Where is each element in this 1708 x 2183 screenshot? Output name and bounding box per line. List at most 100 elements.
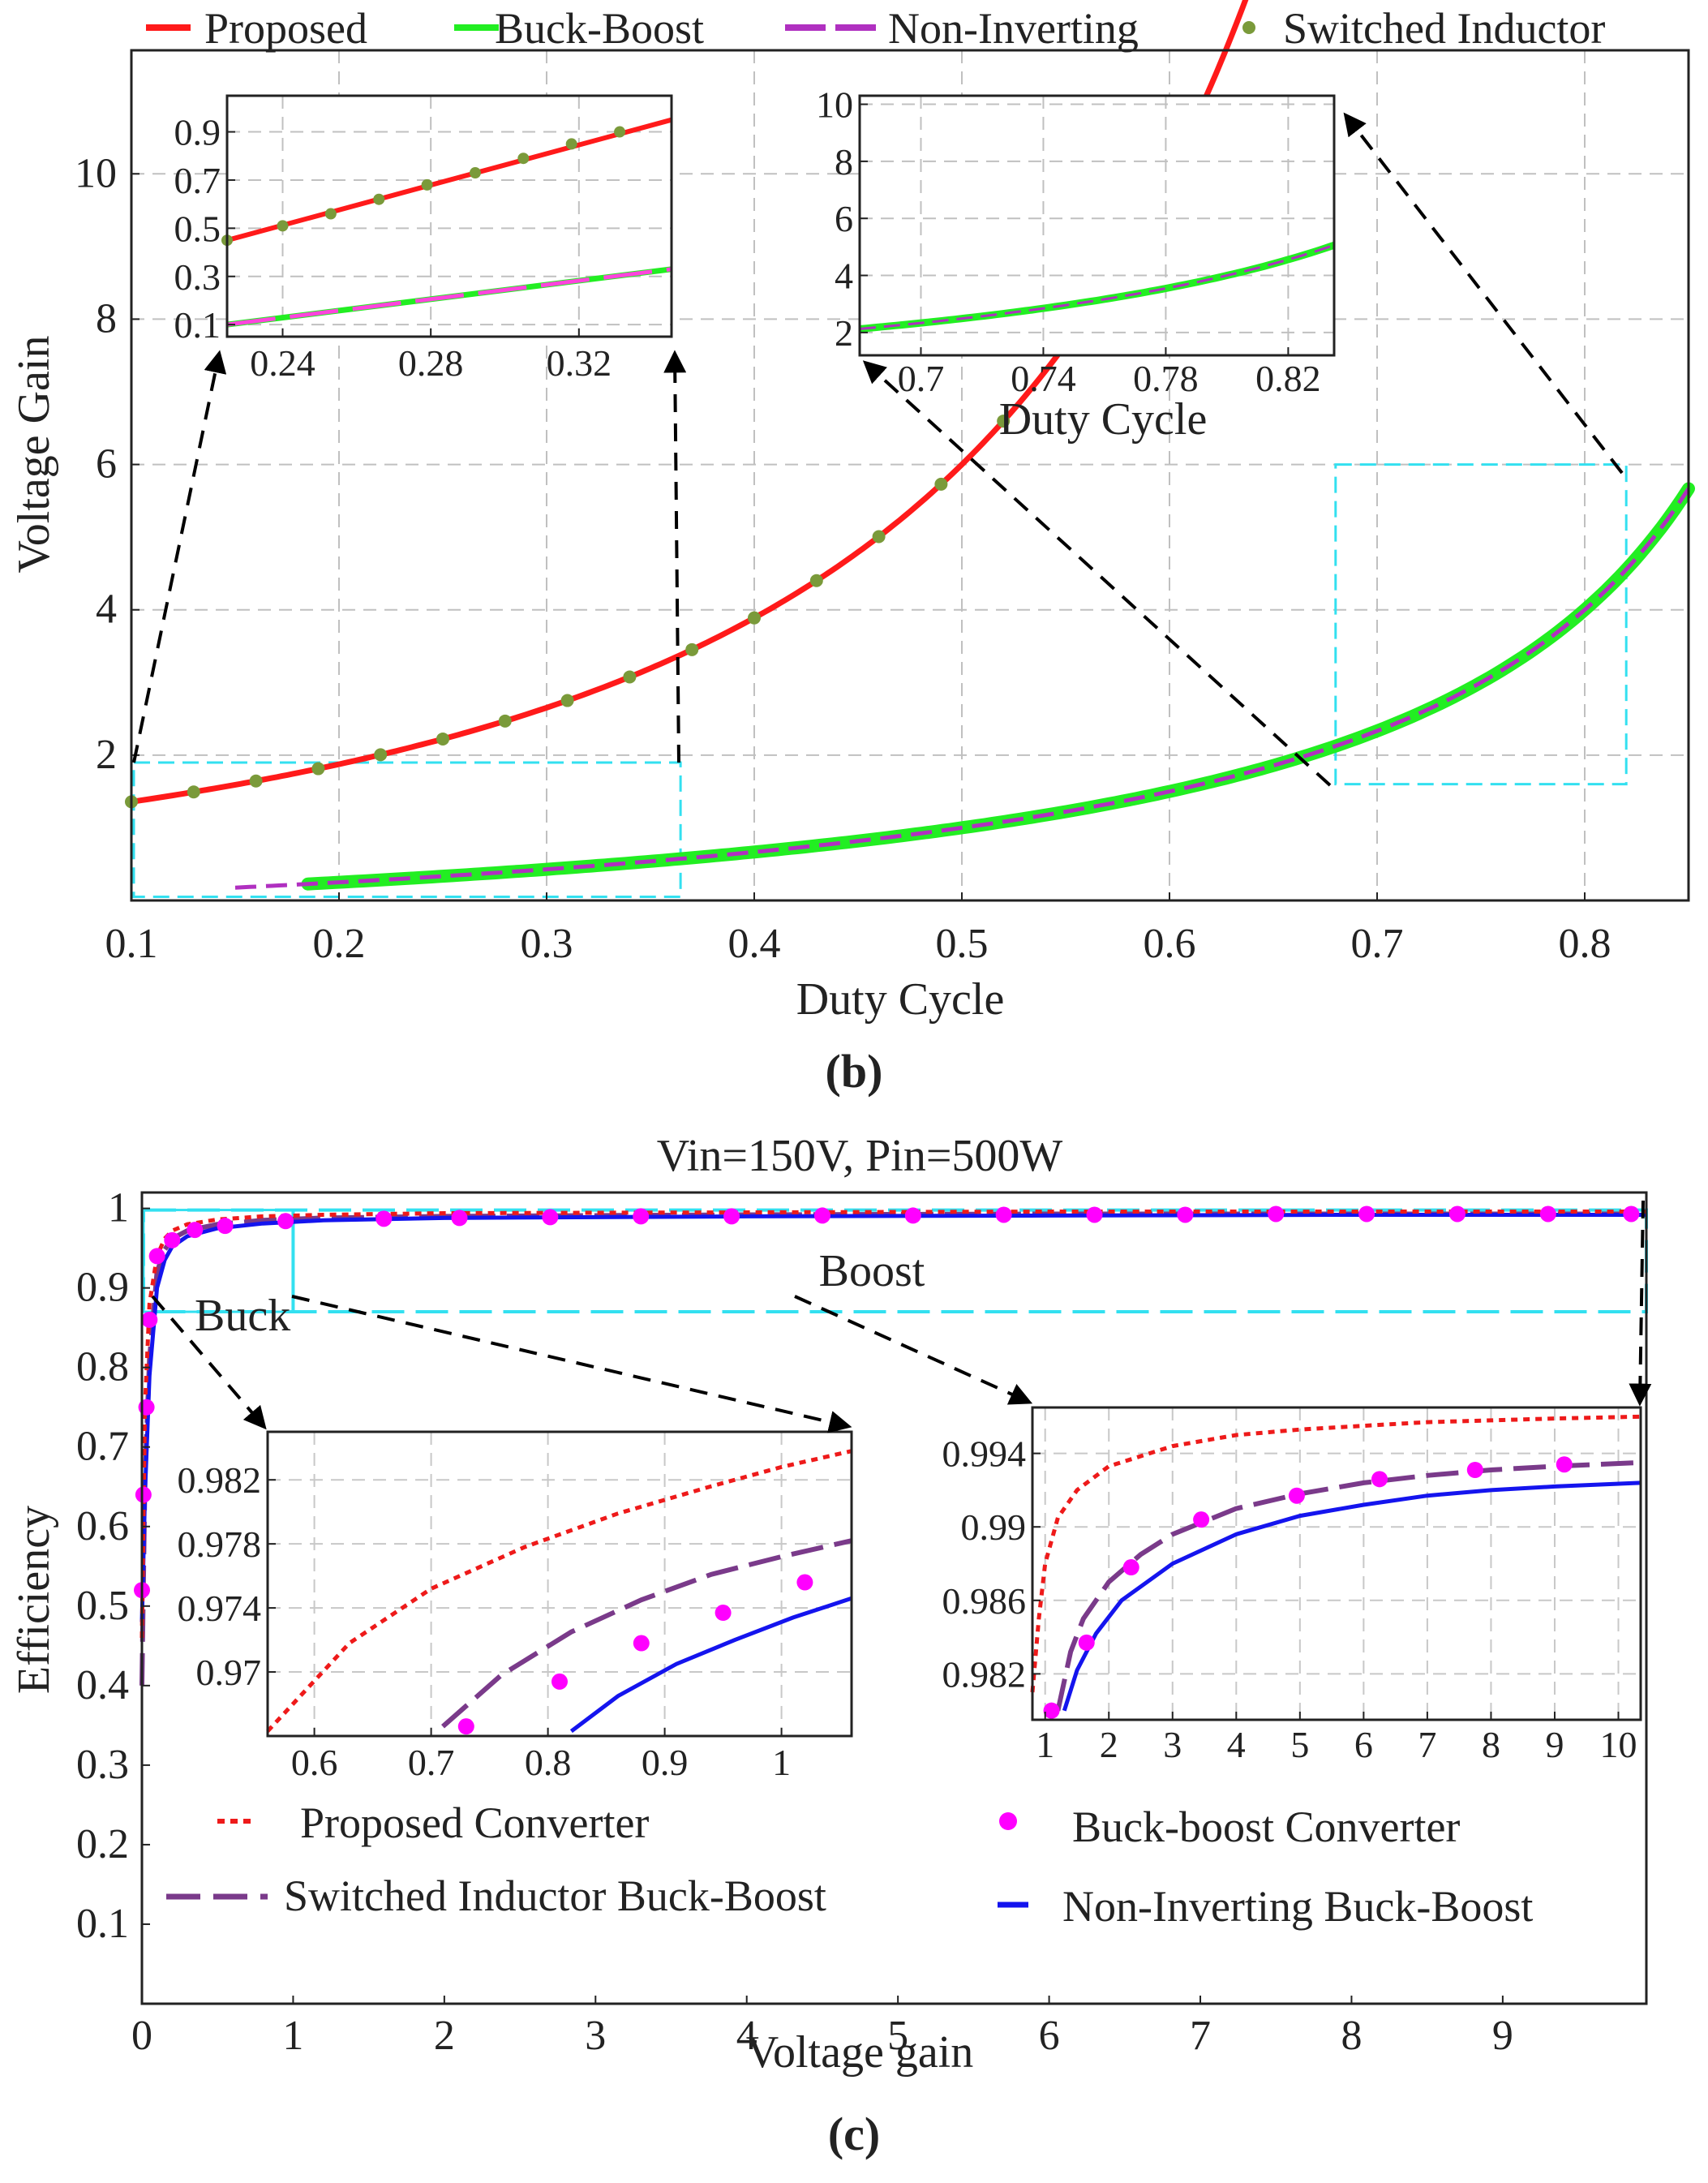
b-inset-left-marker xyxy=(614,126,626,138)
b-inset-left: 0.24 0.28 0.32 0.1 0.3 0.5 0.7 0.9 xyxy=(174,94,673,384)
c-zoom-box-buck xyxy=(142,1209,294,1313)
c-legend: Proposed Converter Buck-boost Converter … xyxy=(166,1798,1533,1931)
c-main-x-tick-label: 1 xyxy=(282,2013,303,2059)
c-marker-buck-boost xyxy=(633,1208,650,1225)
c-marker-buck-boost xyxy=(723,1208,740,1225)
b-main-x-tick-label: 0.2 xyxy=(313,921,366,967)
b-inset-left-y-tick-label: 0.9 xyxy=(174,112,221,153)
c-inset-right-x-tick-label: 10 xyxy=(1600,1724,1637,1765)
b-inset-left-y-tick-label: 0.5 xyxy=(174,208,221,249)
c-marker-buck-boost xyxy=(904,1207,921,1224)
c-main-series xyxy=(134,1205,1646,1686)
b-inset-right-y-tick-label: 4 xyxy=(835,256,853,297)
c-main-x-tick-label: 4 xyxy=(736,2013,757,2059)
c-marker-buck-boost xyxy=(187,1222,204,1239)
c-main-x-tick-label: 5 xyxy=(887,2013,908,2059)
b-marker-switched-inductor xyxy=(934,477,948,491)
b-main-x-tick-label: 0.1 xyxy=(105,921,158,967)
c-marker-buck-boost xyxy=(141,1311,158,1328)
c-main-frame xyxy=(140,1191,1648,2005)
b-inset-left-x-tick-label: 0.28 xyxy=(398,342,464,384)
b-inset-right-y-tick-label: 8 xyxy=(835,141,853,183)
b-series-proposed xyxy=(131,0,1249,805)
b-y-axis-label: Voltage Gain xyxy=(9,336,59,574)
c-inset-right-marker xyxy=(1078,1634,1095,1651)
c-marker-buck-boost xyxy=(1268,1205,1285,1223)
b-inset-right-y-tick-label: 2 xyxy=(835,312,853,354)
c-legend-proposed: Proposed Converter xyxy=(300,1798,649,1847)
c-inset-left-marker xyxy=(551,1673,568,1690)
b-inset-right-x-tick-label: 0.82 xyxy=(1255,358,1321,399)
c-inset-left-marker xyxy=(457,1718,474,1735)
c-marker-buck-boost xyxy=(1539,1205,1556,1223)
c-inset-right-marker xyxy=(1122,1559,1139,1576)
b-inset-left-frame xyxy=(225,94,673,338)
panel-c-label: (c) xyxy=(828,2108,880,2160)
b-arrow-left-2 xyxy=(663,350,687,763)
c-inset-right-y-tick-label: 0.986 xyxy=(942,1580,1027,1622)
b-inset-left-marker xyxy=(324,208,337,220)
c-marker-buck-boost xyxy=(1358,1205,1375,1223)
c-main-x-tick-label: 8 xyxy=(1341,2013,1362,2059)
c-main-x-tick-label: 2 xyxy=(434,2013,455,2059)
c-x-axis-label: Voltage gain xyxy=(746,2027,973,2078)
c-marker-buck-boost xyxy=(148,1248,165,1265)
c-inset-right-x-tick-label: 5 xyxy=(1290,1724,1309,1765)
c-inset-right-bg xyxy=(1032,1407,1641,1720)
b-inset-left-marker xyxy=(421,178,433,191)
b-legend-proposed: Proposed xyxy=(204,4,367,53)
c-arrow-2 xyxy=(291,1295,852,1433)
b-arrow-right-1 xyxy=(862,360,1332,787)
c-marker-buck-boost xyxy=(1177,1206,1194,1223)
c-arrow-4 xyxy=(1629,1200,1652,1407)
c-inset-right-marker xyxy=(1466,1462,1483,1478)
b-main-x-tick-label: 0.8 xyxy=(1559,921,1611,967)
c-marker-buck-boost xyxy=(813,1207,830,1224)
b-marker-switched-inductor xyxy=(997,415,1011,428)
c-legend-buck-boost: Buck-boost Converter xyxy=(1072,1803,1460,1851)
c-inset-left-switched-inductor xyxy=(441,1538,852,1729)
b-main-x-tick-label: 0.4 xyxy=(728,921,781,967)
b-series-non-inverting xyxy=(234,488,1691,890)
b-arrow-right-2 xyxy=(1343,112,1624,475)
b-inset-left-proposed xyxy=(226,117,672,243)
c-inset-left-x-tick-label: 0.9 xyxy=(642,1742,689,1783)
c-inset-right-x-tick-label: 7 xyxy=(1418,1724,1436,1765)
b-marker-switched-inductor xyxy=(187,785,200,799)
b-marker-switched-inductor xyxy=(249,774,263,788)
b-main-x-tick-label: 0.6 xyxy=(1144,921,1196,967)
c-legend-swatch-buck-boost xyxy=(999,1812,1017,1830)
b-legend-non-inverting: Non-Inverting xyxy=(888,4,1139,53)
c-boost-annotation: Boost xyxy=(819,1246,925,1296)
b-inset-right-x-tick-label: 0.7 xyxy=(898,358,945,399)
c-inset-left-y-tick-label: 0.97 xyxy=(196,1652,262,1693)
b-main-zoom-boxes xyxy=(132,463,1628,899)
c-main-x-tick-label: 9 xyxy=(1492,2013,1513,2059)
b-inset-left-non-inverting xyxy=(226,267,672,327)
c-legend-non-inverting: Non-Inverting Buck-Boost xyxy=(1062,1882,1533,1931)
b-inset-right-y-tick-label: 10 xyxy=(816,84,853,126)
c-main-x-tick-label: 6 xyxy=(1039,2013,1060,2059)
b-inset-right-bg xyxy=(860,96,1334,355)
b-marker-switched-inductor xyxy=(872,530,886,544)
c-marker-buck-boost xyxy=(164,1231,181,1248)
c-zoom-arrows xyxy=(151,1200,1652,1433)
b-x-axis-label: Duty Cycle xyxy=(796,974,1005,1025)
c-inset-left-y-tick-label: 0.982 xyxy=(178,1459,262,1501)
b-inset-right-x-label: Duty Cycle xyxy=(999,394,1208,445)
c-inset-left-marker xyxy=(633,1635,650,1652)
c-inset-right-marker xyxy=(1193,1511,1210,1528)
c-main-y-tick-label: 0.7 xyxy=(76,1424,129,1470)
c-inset-right-x-tick-label: 8 xyxy=(1482,1724,1500,1765)
b-zoom-arrows xyxy=(132,112,1624,787)
b-legend-swatch-switched-inductor xyxy=(1242,21,1255,34)
b-inset-left-y-tick-label: 0.3 xyxy=(174,256,221,298)
c-inset-right-frame xyxy=(1031,1406,1642,1721)
b-main-x-tick-label: 0.7 xyxy=(1351,921,1404,967)
c-marker-buck-boost xyxy=(277,1213,294,1230)
b-inset-left-y-tick-label: 0.7 xyxy=(174,160,221,201)
b-inset-left-x-tick-label: 0.24 xyxy=(250,342,315,384)
